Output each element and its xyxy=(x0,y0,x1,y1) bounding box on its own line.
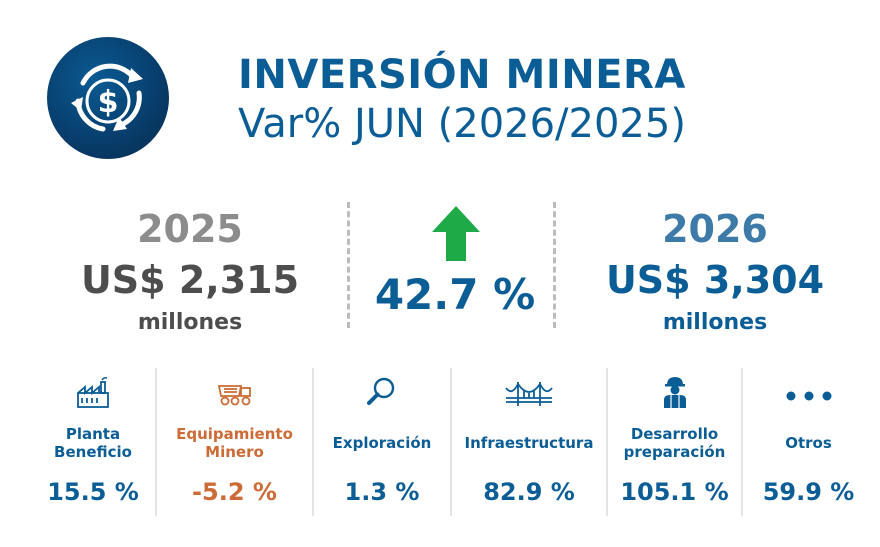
miner-worker-icon xyxy=(657,374,693,410)
current-year: 2026 xyxy=(662,207,768,251)
category-value: 105.1 % xyxy=(620,478,729,506)
divider-left xyxy=(347,202,350,328)
svg-text:$: $ xyxy=(98,85,119,120)
category-equipamiento-minero: Equipamiento Minero -5.2 % xyxy=(157,370,312,520)
category-value: 1.3 % xyxy=(344,478,420,506)
category-label-line1: Exploración xyxy=(332,434,432,452)
page-subtitle: Var% JUN (2026/2025) xyxy=(238,101,686,147)
category-label-line2: preparación xyxy=(623,443,726,461)
previous-unit: millones xyxy=(137,310,243,335)
category-exploracion: Exploración 1.3 % xyxy=(314,370,450,520)
category-divider xyxy=(741,368,743,516)
ellipsis-icon xyxy=(782,374,836,410)
page-title: INVERSIÓN MINERA xyxy=(238,52,686,98)
category-label-line2: Minero xyxy=(205,443,264,461)
category-value: 15.5 % xyxy=(47,478,139,506)
category-otros: Otros 59.9 % xyxy=(743,370,874,520)
category-desarrollo-preparacion: Desarrollo preparación 105.1 % xyxy=(608,370,741,520)
category-label-line1: Desarrollo xyxy=(630,425,719,443)
factory-icon xyxy=(75,374,111,410)
category-value: 82.9 % xyxy=(483,478,575,506)
total-variation: 42.7 % xyxy=(374,270,536,319)
arrow-up-icon xyxy=(432,206,480,261)
category-label-line1: Infraestructura xyxy=(464,434,594,452)
category-divider xyxy=(155,368,157,516)
category-divider xyxy=(312,368,314,516)
bridge-icon xyxy=(504,374,554,410)
dollar-cycle-icon: $ xyxy=(71,63,143,132)
previous-amount: US$ 2,315 xyxy=(80,258,300,302)
category-divider xyxy=(606,368,608,516)
current-unit: millones xyxy=(662,310,768,335)
magnifier-icon xyxy=(364,374,400,410)
mining-truck-icon xyxy=(217,374,253,410)
category-infraestructura: Infraestructura 82.9 % xyxy=(452,370,606,520)
category-value: 59.9 % xyxy=(762,478,855,506)
category-divider xyxy=(450,368,452,516)
category-value: -5.2 % xyxy=(192,478,277,506)
category-planta-beneficio: Planta Beneficio 15.5 % xyxy=(30,370,156,520)
category-label-line1: Planta xyxy=(65,425,121,443)
category-label-line2: Beneficio xyxy=(54,443,132,461)
dollar-cycle-logo: $ xyxy=(47,37,169,159)
divider-right xyxy=(553,202,556,328)
category-label-line1: Equipamiento xyxy=(176,425,293,443)
category-label-line1: Otros xyxy=(785,434,832,452)
previous-year: 2025 xyxy=(137,207,243,251)
current-amount: US$ 3,304 xyxy=(605,258,825,302)
